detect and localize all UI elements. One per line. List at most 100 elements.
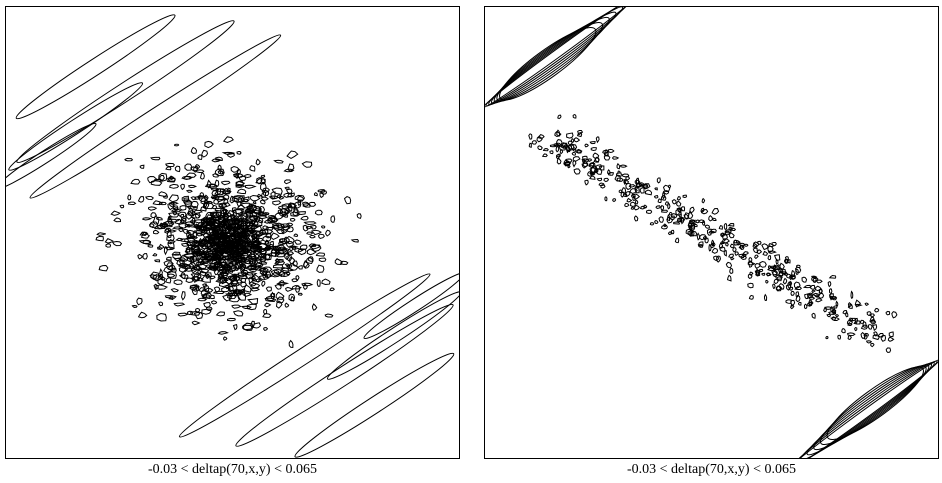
- contour-speckle: [868, 320, 877, 325]
- contour-speckle: [835, 314, 839, 318]
- contour-speckle: [198, 287, 207, 292]
- contour-speckle: [261, 187, 270, 193]
- contour-speckle: [244, 259, 252, 265]
- contour-speckle: [186, 206, 198, 210]
- contour-speckle: [190, 267, 198, 274]
- contour-speckle: [313, 192, 318, 197]
- contour-speckle: [175, 237, 184, 242]
- contour-speckle: [180, 219, 185, 225]
- contour-speckle: [847, 301, 853, 308]
- contour-speckle: [862, 321, 867, 328]
- contour-speckle: [188, 184, 198, 189]
- contour-speckle: [152, 215, 160, 225]
- contour-speckle: [170, 288, 179, 293]
- contour-speckle: [624, 202, 630, 208]
- contour-speckle: [142, 217, 153, 221]
- contour-speckle: [207, 235, 214, 240]
- contour-band: [235, 303, 454, 447]
- contour-speckle: [849, 317, 857, 322]
- contour-speckle: [230, 260, 238, 265]
- contour-speckle: [287, 203, 293, 212]
- contour-speckle: [195, 169, 205, 173]
- contour-speckle: [604, 196, 608, 202]
- contour-speckle: [197, 267, 203, 275]
- contour-speckle: [219, 225, 227, 232]
- contour-speckle: [191, 320, 201, 326]
- contour-band: [29, 34, 282, 199]
- contour-speckle: [252, 230, 258, 238]
- contour-speckle: [888, 331, 894, 338]
- contour-speckle: [223, 336, 228, 341]
- contour-speckle: [317, 233, 325, 240]
- contour-speckle: [815, 285, 822, 292]
- contour-speckle: [631, 193, 636, 199]
- contour-speckle: [847, 303, 853, 309]
- contour-speckle: [171, 251, 181, 256]
- contour-speckle: [199, 260, 205, 266]
- contour-speckle: [289, 245, 294, 252]
- contour-speckle: [689, 219, 695, 225]
- contour-speckle: [711, 207, 720, 215]
- contour-speckle: [885, 347, 892, 353]
- contour-speckle: [262, 225, 270, 231]
- contour-speckle: [704, 237, 709, 244]
- contour-speckle: [233, 195, 244, 200]
- contour-speckle: [240, 265, 246, 272]
- contour-speckle: [631, 193, 641, 201]
- contour-speckle: [156, 224, 167, 230]
- contour-speckle: [202, 292, 212, 298]
- contour-speckle: [263, 327, 269, 332]
- contour-speckle: [542, 148, 549, 152]
- contour-speckle: [572, 156, 581, 162]
- contour-speckle: [724, 229, 732, 234]
- contour-speckle: [178, 274, 189, 280]
- contour-speckle: [222, 251, 231, 257]
- contour-speckle: [272, 264, 284, 269]
- contour-speckle: [645, 209, 653, 214]
- contour-speckle: [238, 235, 244, 239]
- contour-speckle: [255, 158, 261, 166]
- contour-speckle: [185, 189, 193, 193]
- contour-speckle: [749, 271, 754, 276]
- contour-speckle: [224, 244, 235, 248]
- contour-speckle: [536, 135, 543, 143]
- contour-speckle: [537, 133, 545, 139]
- contour-speckle: [185, 277, 194, 283]
- contour-speckle: [178, 266, 189, 273]
- contour-speckle: [555, 139, 563, 147]
- contour-speckle: [630, 206, 635, 210]
- contour-speckle: [147, 206, 158, 211]
- contour-speckle: [264, 297, 277, 303]
- contour-band: [16, 20, 235, 164]
- contour-speckle: [795, 291, 800, 298]
- contour-speckle: [317, 189, 326, 193]
- contour-speckle: [553, 143, 560, 147]
- contour-speckle: [173, 279, 183, 285]
- contour-speckle: [215, 253, 220, 259]
- contour-speckle: [563, 161, 572, 165]
- contour-speckle: [639, 186, 645, 194]
- contour-speckle: [153, 178, 164, 182]
- contour-speckle: [227, 290, 232, 296]
- contour-speckle: [202, 232, 210, 238]
- contour-speckle: [153, 229, 160, 235]
- contour-speckle: [212, 173, 220, 178]
- contour-speckle: [230, 279, 238, 287]
- contour-speckle: [733, 239, 740, 246]
- contour-speckle: [726, 274, 732, 282]
- contour-speckle: [321, 225, 326, 229]
- contour-speckle: [205, 236, 211, 241]
- contour-speckle: [235, 184, 247, 189]
- contour-speckle: [260, 196, 269, 201]
- contour-speckle: [252, 322, 262, 329]
- contour-speckle: [616, 162, 621, 170]
- contour-speckle: [232, 310, 244, 317]
- contour-speckle: [272, 200, 282, 206]
- contour-speckle: [162, 195, 169, 199]
- contour-speckle: [835, 300, 839, 307]
- contour-speckle: [704, 224, 710, 229]
- contour-speckle: [828, 288, 833, 294]
- contour-speckle: [152, 253, 158, 257]
- contour-speckle: [657, 198, 662, 204]
- contour-speckle: [211, 196, 220, 200]
